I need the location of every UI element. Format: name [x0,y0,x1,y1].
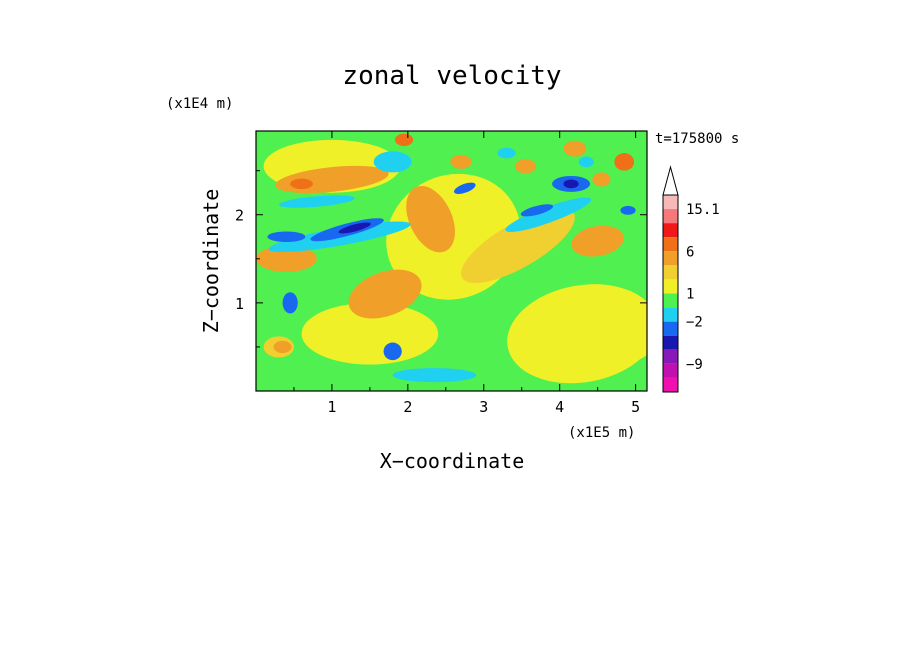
x-axis-ticks: 1 2 3 4 5 [293,131,640,416]
contour-region [497,147,516,159]
contour-region [574,329,647,365]
contour-region [373,151,412,173]
contour-region [614,153,635,171]
colorbar-level [663,293,678,308]
colorbar-level [663,251,678,266]
contour-field [256,131,647,391]
colorbar-level [663,377,678,392]
contour-region [282,292,298,314]
x-tick-label: 1 [327,398,336,416]
colorbar-level [663,335,678,350]
colorbar-level [663,223,678,238]
timestamp-label: t=175800 s [655,131,739,147]
contour-region [394,133,414,146]
contour-region [273,340,292,354]
colorbar-tick-label: 1 [686,287,694,303]
y-tick-label: 2 [235,207,244,225]
contour-region [505,197,592,233]
x-tick-label: 5 [631,398,640,416]
colorbar-tick-label: −2 [686,315,703,331]
y-axis-ticks: 12 [235,170,647,348]
colorbar-level [663,209,678,224]
contour-region [578,156,594,168]
colorbar: 15.1 6 1 −2 −9 [662,165,720,393]
contour-region [563,140,587,157]
colorbar-level [663,349,678,364]
colorbar-level [663,307,678,322]
contour-region [256,245,317,273]
x-axis-unit: (x1E5 m) [568,425,635,441]
contour-region [338,222,371,234]
colorbar-level [663,279,678,294]
colorbar-tick-label: 6 [686,244,694,260]
contour-region [278,195,355,208]
colorbar-level [663,195,678,210]
contour-region [406,185,455,253]
contour-region [301,302,439,365]
y-tick-label: 1 [235,295,244,313]
colorbar-tick-label: 15.1 [686,202,720,218]
contour-region [571,225,624,257]
colorbar-level [663,265,678,280]
x-axis-label: X−coordinate [380,449,525,473]
x-tick-label: 4 [555,398,564,416]
y-axis-unit: (x1E4 m) [166,96,233,112]
colorbar-tick-label: −9 [686,357,703,373]
plot-frame [255,130,648,392]
colorbar-level [663,321,678,336]
contour-region [348,269,422,319]
contour-region [514,159,537,174]
contour-region [383,342,402,361]
contour-region [267,231,306,243]
colorbar-level [663,237,678,252]
colorbar-level [663,363,678,378]
x-tick-label: 3 [479,398,488,416]
contour-region [453,182,476,194]
y-axis-label: Z−coordinate [199,189,223,334]
contour-region [620,205,636,215]
contour-region [450,154,472,169]
colorbar-extend-arrow [662,165,679,196]
contour-region [592,172,611,187]
chart-title: zonal velocity [342,61,561,91]
contour-region [392,368,477,383]
contour-region [460,208,575,284]
x-tick-label: 2 [403,398,412,416]
colorbar-frame [662,194,679,393]
contour-region [520,204,554,217]
contour-region [290,178,313,190]
contour-region [563,179,579,189]
